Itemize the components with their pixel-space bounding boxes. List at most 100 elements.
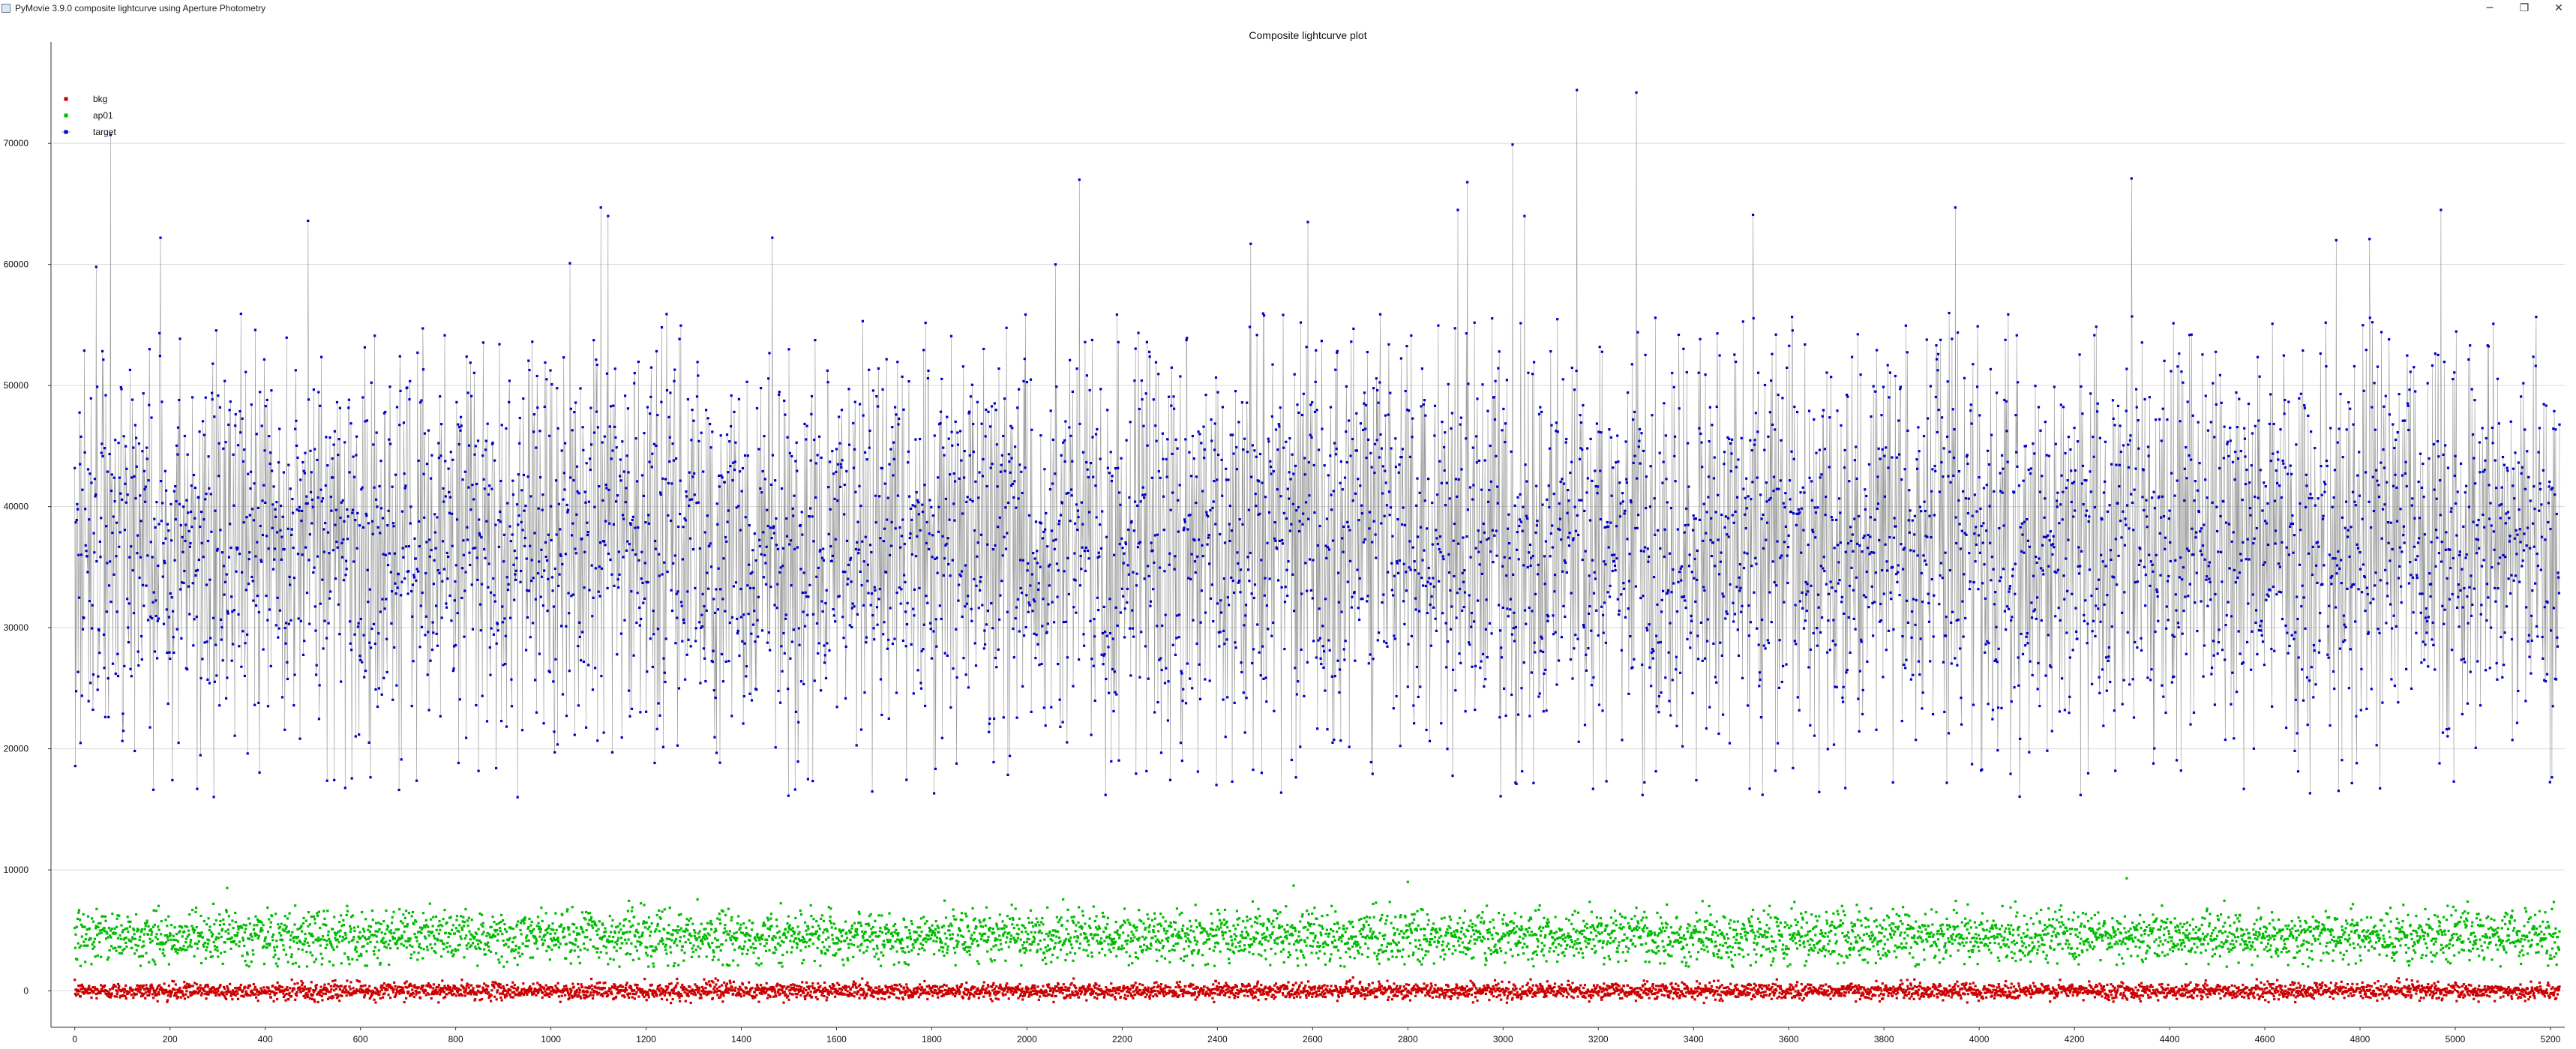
data-point-bkg [1702, 1001, 1705, 1005]
data-point-bkg [787, 985, 790, 988]
data-point-bkg [1977, 1000, 1981, 1003]
data-point-bkg [2007, 986, 2010, 990]
data-point-bkg [94, 988, 97, 991]
data-point-bkg [230, 992, 233, 996]
data-point-bkg [652, 995, 655, 998]
data-point-bkg [2255, 978, 2258, 981]
data-point-bkg [2391, 986, 2394, 989]
data-point-bkg [1087, 988, 1090, 991]
data-point-bkg [939, 985, 942, 988]
data-point-bkg [753, 991, 756, 994]
data-point-bkg [153, 991, 156, 994]
data-point-bkg [1162, 992, 1165, 995]
data-point-bkg [1853, 991, 1856, 994]
data-point-bkg [1274, 996, 1277, 999]
data-point-bkg [179, 996, 182, 999]
data-point-bkg [535, 990, 538, 993]
data-point-bkg [665, 998, 669, 1001]
window-title: PyMovie 3.9.0 composite lightcurve using… [15, 3, 266, 13]
data-point-bkg [441, 988, 445, 991]
close-button[interactable]: ✕ [2554, 2, 2563, 14]
data-point-bkg [1549, 985, 1552, 988]
x-tick-label: 1000 [541, 1034, 561, 1045]
data-point-bkg [919, 983, 922, 986]
data-point-bkg [407, 985, 410, 988]
data-point-bkg [802, 991, 805, 995]
x-tick-label: 3000 [1493, 1034, 1513, 1045]
data-point-bkg [470, 984, 473, 987]
x-tick-label: 5000 [2446, 1034, 2466, 1045]
data-point-bkg [846, 990, 849, 993]
data-point-bkg [2365, 995, 2368, 998]
data-point-bkg [401, 986, 404, 990]
data-point-bkg [1901, 982, 1904, 985]
data-point-bkg [454, 994, 457, 997]
data-point-bkg [513, 991, 516, 994]
data-point-bkg [1078, 986, 1081, 990]
data-point-bkg [633, 989, 636, 992]
data-point-bkg [2201, 995, 2204, 999]
data-point-bkg [982, 995, 985, 998]
data-point-bkg [1654, 988, 1657, 991]
data-point-bkg [1375, 996, 1378, 999]
data-point-bkg [116, 990, 119, 993]
data-point-bkg [404, 985, 407, 988]
data-point-bkg [427, 982, 430, 985]
data-point-bkg [2139, 1000, 2142, 1003]
data-point-bkg [2321, 981, 2324, 985]
lightcurve-plot[interactable]: Composite lightcurve plot010000200003000… [0, 16, 2576, 1049]
data-point-bkg [2320, 986, 2323, 989]
data-point-bkg [359, 985, 362, 988]
data-point-bkg [183, 997, 186, 1000]
data-point-bkg [1998, 985, 2001, 988]
data-point-bkg [783, 991, 786, 994]
data-point-bkg [813, 987, 816, 990]
data-point-bkg [1712, 979, 1716, 982]
data-point-bkg [184, 987, 187, 990]
data-point-bkg [184, 993, 187, 996]
data-point-bkg [202, 989, 205, 992]
data-point-bkg [110, 992, 113, 995]
data-point-bkg [1456, 985, 1459, 988]
data-point-bkg [1453, 992, 1456, 995]
data-point-bkg [1155, 981, 1158, 984]
data-point-bkg [1129, 992, 1132, 995]
data-point-bkg [382, 982, 385, 985]
data-point-bkg [2382, 990, 2385, 993]
restore-button[interactable]: ❐ [2519, 2, 2530, 14]
data-point-bkg [124, 984, 127, 987]
data-point-bkg [1291, 988, 1294, 991]
data-point-bkg [409, 982, 412, 985]
data-point-bkg [1765, 994, 1768, 997]
data-point-bkg [288, 991, 291, 994]
data-point-bkg [2284, 985, 2287, 988]
data-point-bkg [1318, 989, 1321, 993]
data-point-bkg [728, 979, 731, 982]
data-point-bkg [2149, 996, 2152, 999]
data-point-bkg [1899, 983, 1902, 986]
data-point-bkg [1948, 985, 1951, 988]
data-point-bkg [498, 986, 501, 989]
data-point-bkg [2395, 992, 2398, 995]
data-point-bkg [338, 1000, 341, 1003]
title-bar[interactable]: PyMovie 3.9.0 composite lightcurve using… [0, 0, 2576, 16]
data-point-bkg [465, 988, 468, 991]
data-point-bkg [2252, 991, 2255, 994]
data-point-bkg [191, 985, 194, 988]
data-point-bkg [1720, 984, 1723, 987]
data-point-bkg [2365, 993, 2368, 996]
minimize-button[interactable]: ─ [2486, 2, 2494, 14]
data-point-bkg [343, 991, 346, 994]
data-point-bkg [2029, 996, 2032, 999]
data-point-bkg [174, 983, 177, 986]
data-point-bkg [345, 994, 348, 997]
data-point-bkg [268, 989, 271, 992]
data-point-bkg [1126, 985, 1129, 988]
data-point-bkg [1736, 988, 1739, 991]
data-point-bkg [2146, 985, 2149, 988]
data-point-bkg [1936, 993, 1939, 996]
data-point-bkg [1950, 996, 1953, 999]
data-point-bkg [238, 988, 241, 991]
data-point-bkg [2065, 992, 2068, 995]
data-point-bkg [253, 988, 256, 991]
